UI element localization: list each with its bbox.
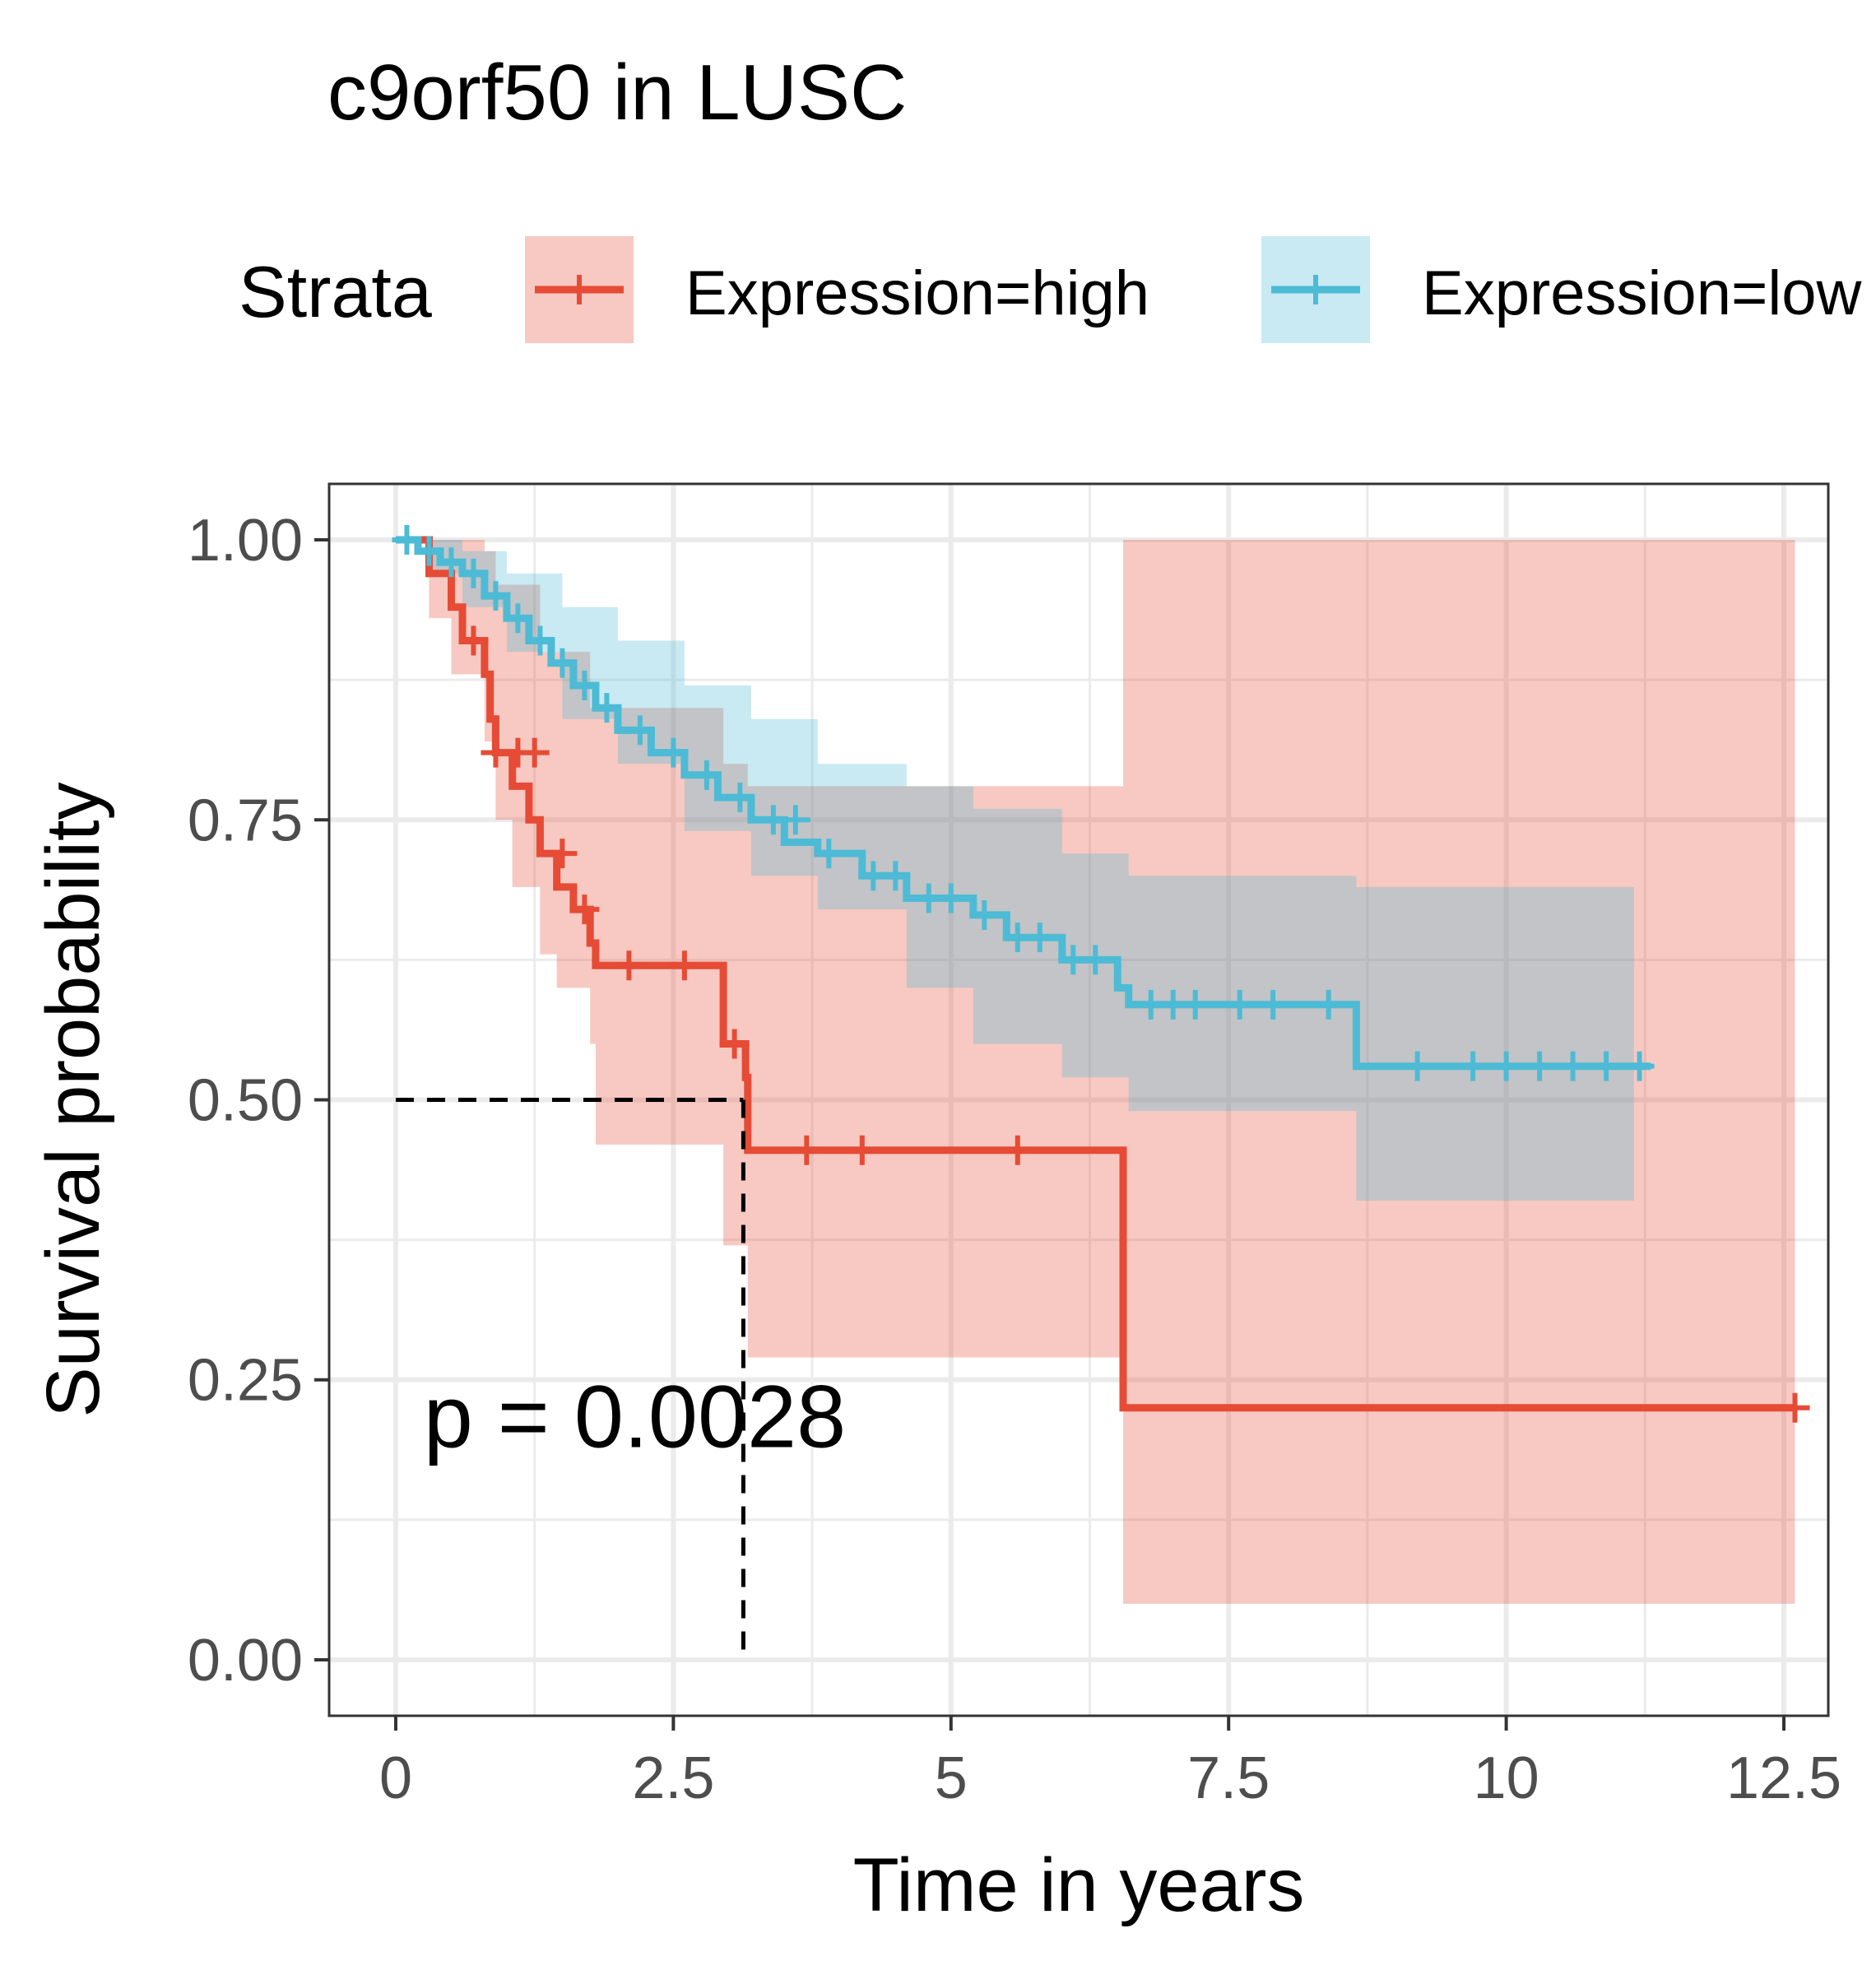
grid-major: [329, 484, 1828, 1716]
censor-mark-high: [519, 737, 550, 768]
censor-mark-low: [414, 536, 444, 566]
censor-mark-low: [1402, 1051, 1433, 1081]
censor-mark-low: [1024, 922, 1055, 953]
censor-mark-low: [1624, 1051, 1655, 1081]
axes: 0 2.5 5 7.5 10 12.5 0.00 0.25 0.50 0.75 1.00 Time…: [31, 508, 1841, 1927]
censor-mark-low: [969, 899, 1000, 930]
censor-mark-high: [792, 1135, 822, 1165]
censor-mark-low: [1224, 989, 1255, 1020]
censor-mark-low: [525, 625, 555, 656]
legend-item-low: Expression=low: [1261, 236, 1862, 343]
y-tick-label: 0.50: [188, 1068, 303, 1134]
censor-mark-low: [481, 581, 511, 611]
censor-mark-low: [725, 783, 755, 813]
y-tick-label: 0.25: [188, 1348, 303, 1414]
censor-mark-low: [569, 670, 600, 700]
censor-mark-low: [1458, 1051, 1488, 1081]
censor-mark-high: [1780, 1392, 1810, 1423]
censor-mark-low: [1491, 1051, 1521, 1081]
censor-mark-high: [669, 950, 699, 981]
confidence-band-low: [396, 540, 1634, 1201]
confidence-bands: [396, 540, 1795, 1604]
y-tick-label: 0.75: [188, 788, 303, 853]
legend: Strata Expression=high Expression=low: [239, 236, 1862, 343]
censor-mark-low: [547, 648, 578, 678]
censor-mark-low: [1258, 989, 1289, 1020]
censor-mark-low: [1180, 989, 1210, 1020]
confidence-band-high: [396, 540, 1795, 1604]
censor-marks: [392, 525, 1810, 1423]
x-axis-label: Time in years: [853, 1843, 1305, 1927]
y-axis-ticks: 0.00 0.25 0.50 0.75 1.00: [188, 508, 329, 1694]
chart-title: c9orf50 in LUSC: [327, 49, 907, 137]
censor-mark-high: [1002, 1135, 1033, 1165]
censor-mark-low: [592, 693, 622, 723]
legend-item-label: Expression=low: [1422, 258, 1862, 328]
x-tick-label: 7.5: [1187, 1745, 1270, 1811]
censor-mark-high: [614, 950, 644, 981]
y-axis-label: Survival probability: [31, 782, 115, 1417]
censor-mark-low: [691, 760, 722, 790]
legend-item-high: Expression=high: [525, 236, 1149, 343]
x-tick-label: 10: [1474, 1745, 1539, 1811]
censor-mark-low: [936, 883, 966, 913]
censor-mark-low: [503, 603, 533, 634]
censor-mark-low: [880, 861, 911, 891]
censor-mark-low: [458, 558, 489, 588]
censor-mark-low: [1558, 1051, 1588, 1081]
x-tick-label: 5: [935, 1745, 968, 1811]
censor-mark-low: [814, 839, 844, 869]
censor-mark-low: [1313, 989, 1344, 1020]
p-value-annotation: p = 0.0028: [424, 1366, 846, 1466]
legend-item-label: Expression=high: [685, 258, 1149, 328]
x-tick-label: 12.5: [1726, 1745, 1841, 1811]
censor-mark-high: [847, 1135, 877, 1165]
censor-mark-low: [780, 805, 810, 835]
censor-mark-low: [625, 715, 655, 746]
y-tick-label: 0.00: [188, 1628, 303, 1694]
survival-curve-high: [396, 536, 1795, 1412]
x-tick-label: 2.5: [632, 1745, 714, 1811]
censor-mark-high: [458, 625, 489, 656]
censor-mark-high: [719, 1029, 750, 1059]
y-tick-label: 1.00: [188, 508, 303, 574]
censor-mark-low: [436, 547, 467, 578]
censor-mark-low: [1525, 1051, 1555, 1081]
censor-mark-low: [658, 737, 689, 768]
censor-mark-high: [547, 839, 578, 869]
x-tick-label: 0: [379, 1745, 412, 1811]
median-lines: [395, 1098, 745, 1660]
x-axis-ticks: 0 2.5 5 7.5 10 12.5: [379, 1716, 1841, 1811]
censor-mark-low: [392, 525, 422, 555]
legend-title: Strata: [239, 251, 432, 332]
censor-mark-high: [569, 895, 600, 925]
plot-panel: p = 0.0028: [327, 482, 1830, 1717]
censor-mark-low: [1080, 945, 1111, 975]
censor-mark-low: [1591, 1051, 1622, 1081]
